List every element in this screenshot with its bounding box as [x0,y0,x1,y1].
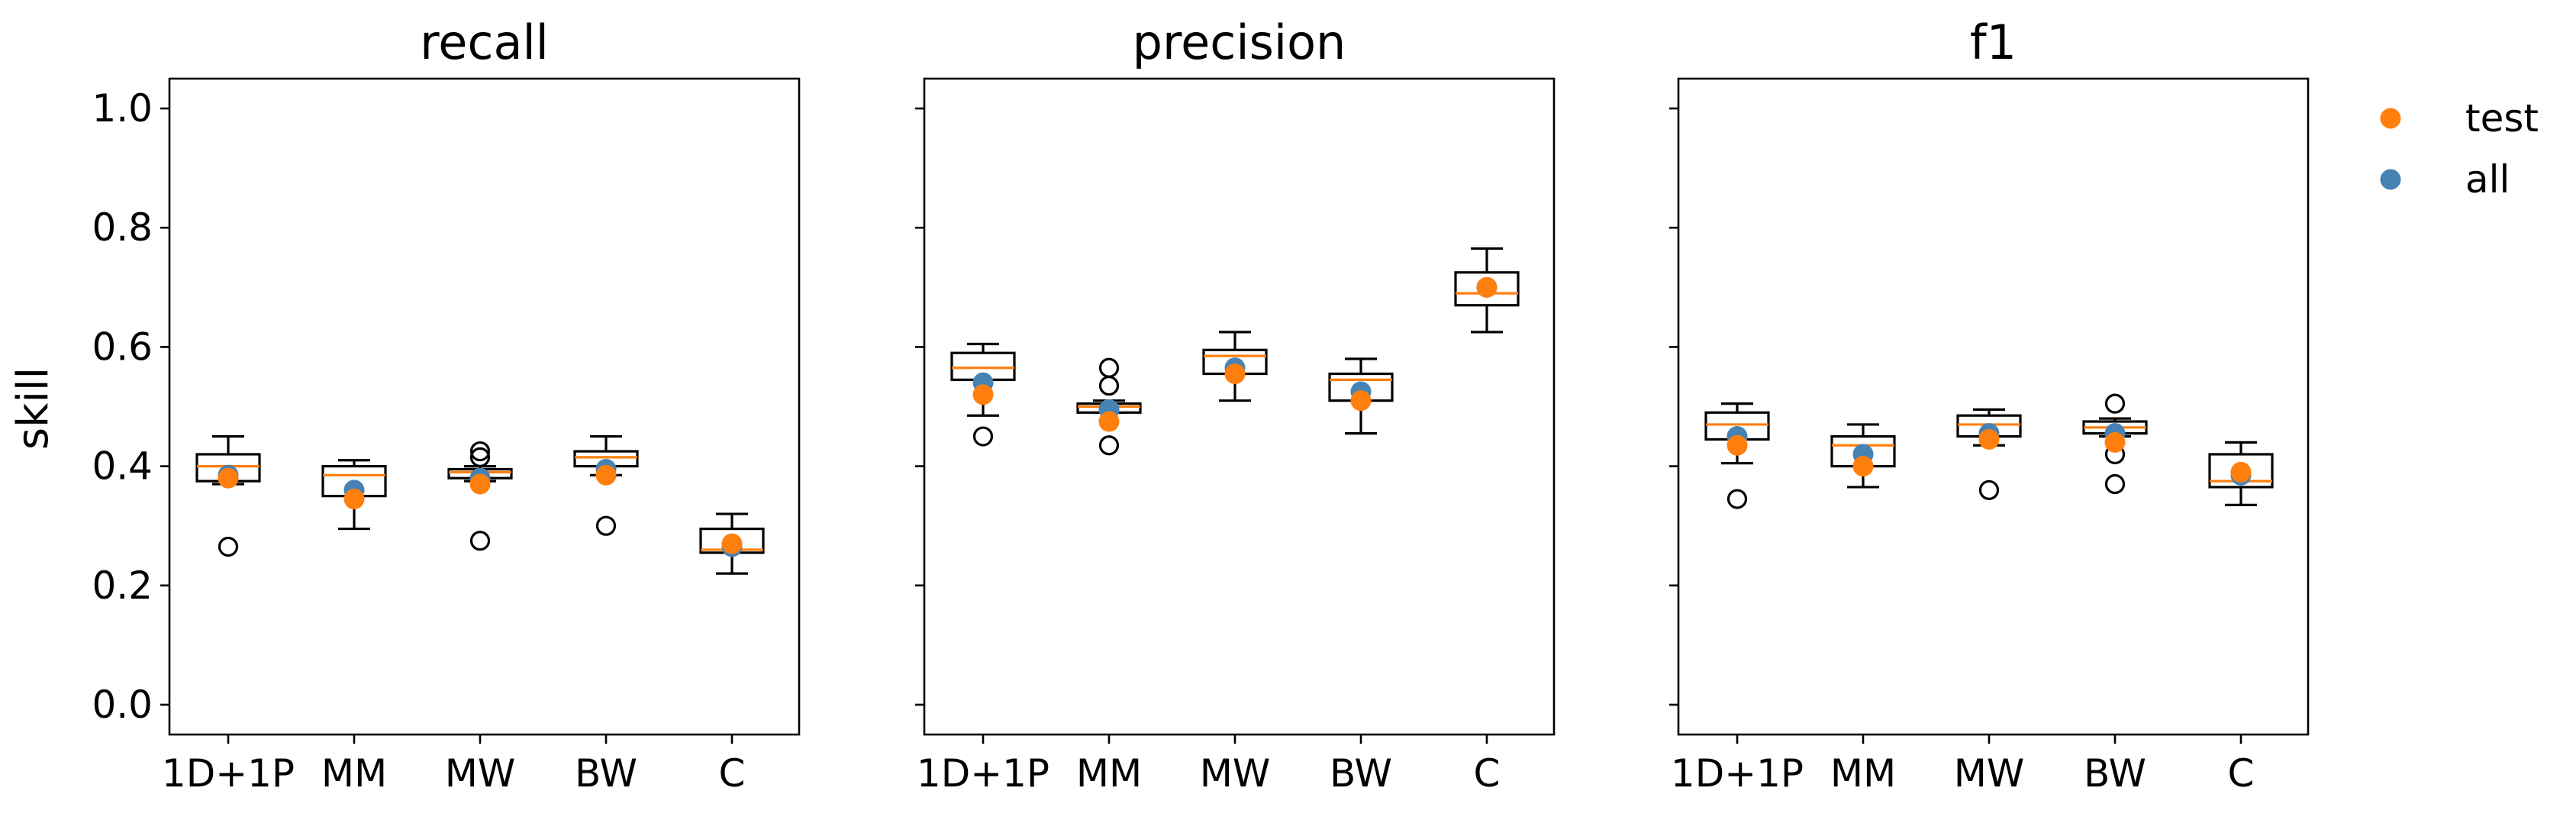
test-point [1098,411,1120,432]
test-point [1726,434,1748,456]
test-point [343,489,365,510]
test-point [469,473,491,495]
test-point [1476,276,1498,298]
x-tick-label: MW [1954,751,2025,796]
test-point [2104,431,2126,453]
panel-title: precision [1133,15,1346,70]
test-point [1350,390,1372,412]
legend-label-test: test [2465,96,2539,140]
outlier-point [2104,473,2126,495]
x-tick-label: MW [445,751,516,796]
outlier-point [469,441,491,462]
outlier-point [1098,435,1120,456]
panel-precision: precision 1D+1P MM MW BW C [915,15,1556,796]
outlier-point [469,447,491,467]
x-tick-label: 1D+1P [917,751,1049,796]
test-point [721,533,743,554]
legend-marker-all [2380,169,2401,190]
y-tick-label: 0.2 [92,564,153,608]
test-point [1978,428,2000,450]
panel-title: f1 [1970,15,2017,70]
x-tick-label: C [2228,751,2255,796]
x-tick-label: C [719,751,746,796]
x-tick-label: 1D+1P [1671,751,1804,796]
test-point [1852,456,1874,477]
y-axis-label: skill [8,367,58,450]
outlier-point [972,426,994,447]
y-tick-label: 1.0 [92,86,153,131]
x-tick-label: MM [321,751,387,796]
test-point [972,384,994,405]
plot-frame [1677,77,2310,736]
x-tick-label: C [1474,751,1501,796]
plot-frame [168,77,801,736]
panels: recall 0.0 0.2 0.4 0.6 0.8 1.0 1D+1P MM MW BW Cprec… [92,15,2310,796]
plot-frame [923,77,1556,736]
outlier-point [1978,480,2000,500]
y-tick-label: 0.6 [92,325,153,369]
y-tick-label: 0.0 [92,683,153,727]
test-point [595,464,617,486]
x-tick-label: MW [1200,751,1271,796]
outlier-point [1726,489,1748,509]
outlier-point [2104,393,2126,414]
test-point [1224,363,1246,385]
panel-f1: f1 1D+1P MM MW BW C [1669,15,2310,796]
outlier-point [1098,376,1120,396]
y-tick-label: 0.8 [92,205,153,250]
panel-title: recall [420,15,549,70]
legend-marker-test [2380,108,2401,129]
x-tick-label: MM [1830,751,1896,796]
legend: test all [2380,96,2539,202]
test-point [218,467,239,489]
legend-label-all: all [2465,157,2510,202]
outlier-point [469,531,491,551]
outlier-point [1098,357,1120,378]
x-tick-label: BW [575,751,637,796]
x-tick-label: 1D+1P [162,751,295,796]
outlier-point [595,515,617,536]
x-tick-label: BW [1330,751,1392,796]
x-tick-label: BW [2084,751,2146,796]
test-point [2230,461,2252,483]
outlier-point [218,536,239,557]
panel-recall: recall 0.0 0.2 0.4 0.6 0.8 1.0 1D+1P MM MW BW C [92,15,801,796]
x-tick-label: MM [1076,751,1142,796]
y-tick-label: 0.4 [92,444,153,489]
